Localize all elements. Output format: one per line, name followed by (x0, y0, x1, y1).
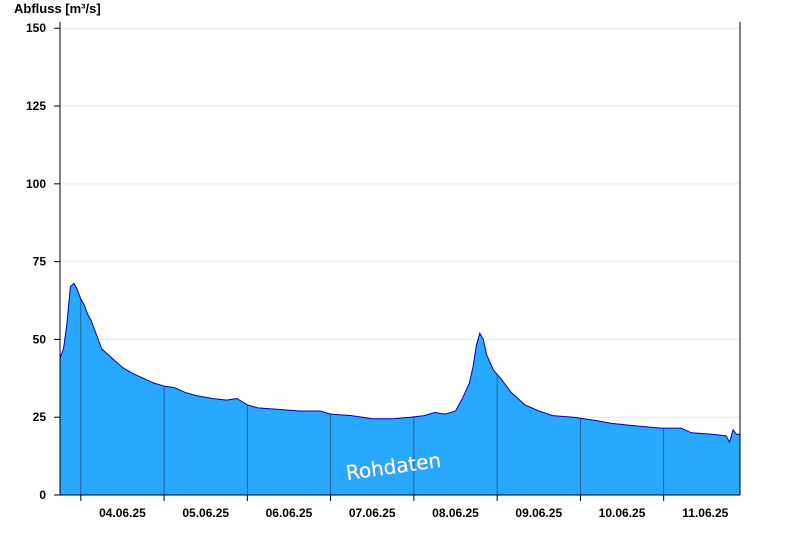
y-axis-title: Abfluss [m³/s] (14, 1, 101, 16)
x-ticks: 04.06.25 05.06.25 06.06.25 07.06.25 08.06.25… (80, 495, 729, 520)
discharge-area (60, 283, 740, 495)
x-tick-label: 09.06.25 (515, 506, 562, 520)
x-tick-label: 10.06.25 (599, 506, 646, 520)
y-tick-label: 150 (26, 21, 46, 35)
x-tick-label: 06.06.25 (266, 506, 313, 520)
grid-lines (60, 27, 740, 418)
y-tick-label: 0 (39, 488, 46, 502)
y-ticks: 0 25 50 75 100 125 150 (26, 21, 60, 502)
x-tick-label: 07.06.25 (349, 506, 396, 520)
y-tick-label: 100 (26, 177, 46, 191)
y-tick-label: 75 (33, 255, 47, 269)
y-tick-label: 25 (33, 410, 47, 424)
day-dividers (80, 298, 665, 495)
x-tick-label: 05.06.25 (182, 506, 229, 520)
y-tick-label: 125 (26, 99, 46, 113)
x-tick-label: 04.06.25 (99, 506, 146, 520)
discharge-line (59, 282, 740, 444)
x-tick-label: 11.06.25 (682, 506, 728, 520)
y-tick-label: 50 (33, 332, 47, 346)
x-tick-label: 08.06.25 (432, 506, 479, 520)
